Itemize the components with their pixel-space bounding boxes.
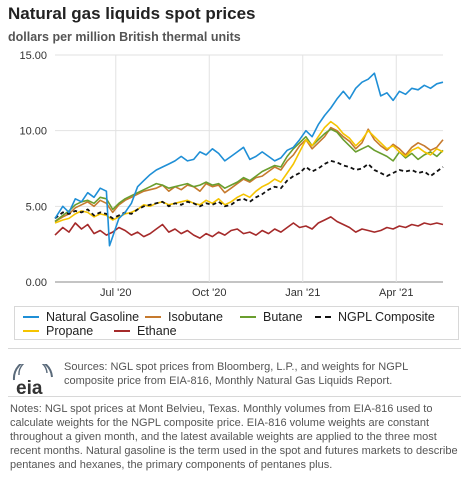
grid-layer [55,54,443,283]
legend-label: Propane [46,324,94,338]
legend-label: NGPL Composite [338,310,435,324]
divider [8,348,461,349]
series-line-natural-gasoline [54,72,444,247]
legend-swatch [315,316,331,318]
x-tick-label: Jan '21 [285,287,320,299]
legend-swatch [23,330,39,332]
sources-text: Sources: NGL spot prices from Bloomberg,… [64,361,408,387]
notes-text: Notes: NGL spot prices at Mont Belvieu, … [10,403,458,471]
y-tick-label: 15.00 [19,50,47,62]
legend-item: Ethane [114,324,177,338]
eia-logo: eia [10,358,56,403]
legend-label: Natural Gasoline [46,310,140,324]
legend-label: Isobutane [168,310,223,324]
legend-swatch [145,316,161,318]
legend-item: Butane [240,310,303,324]
series-line-isobutane [54,126,444,223]
divider [8,396,461,397]
legend-swatch [114,330,130,332]
legend-label: Ethane [137,324,177,338]
legend-item: NGPL Composite [315,310,435,324]
legend-item: Isobutane [145,310,223,324]
chart-title: Natural gas liquids spot prices [8,4,256,23]
x-tick-label: Apr '21 [379,287,414,299]
price-chart: 0.00 5.00 10.00 15.00 Jul '20 Oct '20 Jan '21… [19,50,444,299]
x-axis-ticks: Jul '20 Oct '20 Jan '21 Apr '21 [100,287,413,299]
y-tick-label: 0.00 [26,277,47,289]
series-line-ethane [54,216,444,239]
chart-legend: Natural Gasoline Isobutane Butane NGPL Comp… [14,306,459,340]
x-tick-label: Oct '20 [192,287,227,299]
svg-text:eia: eia [16,378,43,398]
legend-swatch [23,316,39,318]
x-tick-label: Jul '20 [100,287,131,299]
y-axis-ticks: 0.00 5.00 10.00 15.00 [19,50,47,289]
legend-item: Natural Gasoline [23,310,139,324]
series-layer [54,72,444,247]
y-tick-label: 10.00 [19,126,47,138]
series-line-butane [54,128,444,223]
legend-label: Butane [263,310,303,324]
legend-item: Propane [23,324,93,338]
legend-swatch [240,316,256,318]
y-tick-label: 5.00 [26,201,47,213]
chart-subtitle: dollars per million British thermal unit… [8,30,241,44]
